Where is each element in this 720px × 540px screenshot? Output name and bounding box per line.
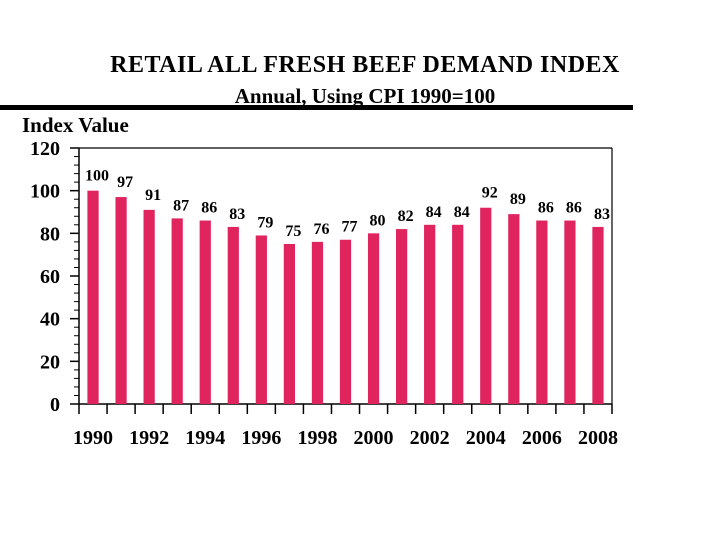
bar-1993 bbox=[171, 218, 183, 404]
y-tick-label: 120 bbox=[30, 138, 60, 160]
data-label-1994: 86 bbox=[201, 200, 217, 217]
data-label-2008: 83 bbox=[594, 206, 610, 223]
y-tick-label: 100 bbox=[30, 181, 60, 203]
data-label-1995: 83 bbox=[229, 206, 245, 223]
x-tick-label: 1992 bbox=[129, 427, 169, 449]
data-label-2005: 89 bbox=[510, 191, 526, 208]
x-tick-label: 1994 bbox=[185, 427, 225, 449]
y-tick-label: 80 bbox=[40, 223, 60, 245]
data-label-1998: 76 bbox=[313, 221, 329, 238]
bar-2001 bbox=[395, 229, 408, 404]
bar-1996 bbox=[255, 235, 267, 404]
bar-1999 bbox=[339, 239, 352, 404]
x-tick-label: 1990 bbox=[73, 427, 113, 449]
x-tick-label: 2002 bbox=[410, 427, 450, 449]
y-tick-label: 60 bbox=[40, 266, 60, 288]
bar-1997 bbox=[283, 244, 296, 404]
x-tick-label: 2006 bbox=[522, 427, 562, 449]
x-tick-label: 2008 bbox=[578, 427, 618, 449]
bar-1994 bbox=[199, 220, 211, 404]
data-label-1991: 97 bbox=[117, 174, 133, 191]
y-tick-label: 0 bbox=[50, 394, 60, 416]
x-tick-label: 1996 bbox=[241, 427, 281, 449]
bar-2000 bbox=[367, 233, 380, 404]
data-label-1996: 79 bbox=[257, 214, 273, 231]
chart-subtitle: Annual, Using CPI 1990=100 bbox=[234, 84, 496, 108]
y-axis-label: Index Value bbox=[22, 113, 129, 137]
x-tick-label: 1998 bbox=[297, 427, 337, 449]
y-tick-label: 40 bbox=[40, 309, 60, 331]
data-label-2002: 84 bbox=[426, 204, 442, 221]
bar-1995 bbox=[227, 226, 239, 404]
x-tick-label: 2000 bbox=[354, 427, 394, 449]
bar-1990 bbox=[87, 190, 99, 404]
data-label-2006: 86 bbox=[538, 200, 554, 217]
bar-1991 bbox=[115, 197, 127, 404]
bar-1992 bbox=[143, 209, 155, 404]
bar-2007 bbox=[564, 220, 576, 404]
x-tick-label: 2004 bbox=[466, 427, 506, 449]
y-tick-label: 20 bbox=[40, 351, 60, 373]
bar-2006 bbox=[536, 220, 548, 404]
bar-2003 bbox=[452, 224, 464, 404]
bar-1998 bbox=[311, 241, 324, 404]
data-label-2001: 82 bbox=[398, 208, 414, 225]
title-divider bbox=[0, 105, 633, 110]
data-label-2004: 92 bbox=[482, 185, 498, 202]
data-label-2000: 80 bbox=[370, 212, 386, 229]
data-label-1992: 91 bbox=[145, 187, 161, 204]
bar-2005 bbox=[508, 214, 520, 404]
data-label-1999: 77 bbox=[342, 219, 358, 236]
data-label-2007: 86 bbox=[566, 200, 582, 217]
data-label-1990: 100 bbox=[85, 168, 109, 185]
data-label-1997: 75 bbox=[285, 223, 301, 240]
bar-2002 bbox=[424, 224, 436, 404]
bar-2004 bbox=[480, 207, 492, 404]
chart-title: RETAIL ALL FRESH BEEF DEMAND INDEX bbox=[110, 52, 620, 78]
data-label-2003: 84 bbox=[454, 204, 470, 221]
data-label-1993: 87 bbox=[173, 197, 189, 214]
bar-2008 bbox=[592, 226, 604, 404]
